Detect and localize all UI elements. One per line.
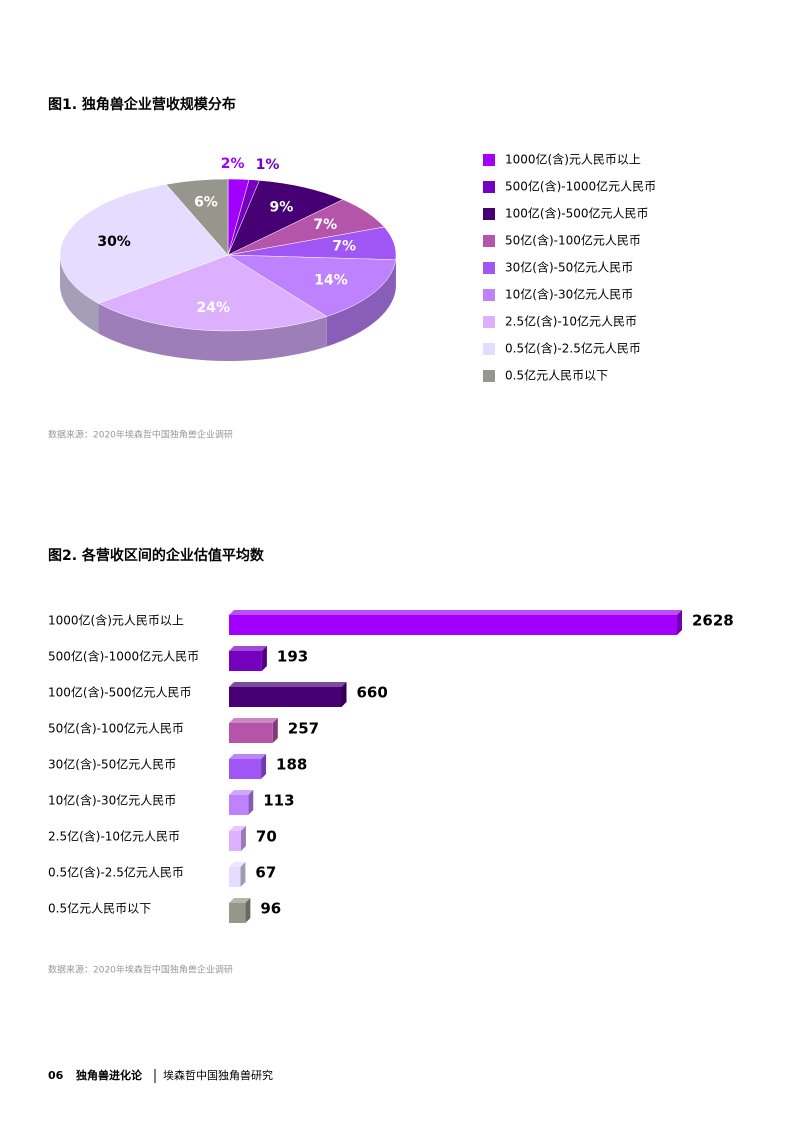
category-label: 1000亿(含)元人民币以上: [48, 613, 184, 628]
legend-label: 100亿(含)-500亿元人民币: [505, 206, 649, 221]
legend-swatch: [483, 370, 495, 382]
bar-top: [229, 754, 267, 759]
legend-swatch: [483, 316, 495, 328]
bar-side: [677, 610, 682, 635]
pie-side: [326, 259, 396, 347]
bar-top: [229, 790, 254, 795]
category-label: 100亿(含)-500亿元人民币: [48, 685, 192, 700]
bar: [229, 903, 246, 923]
bar-top: [229, 682, 347, 687]
bar: [229, 831, 241, 851]
bar-side: [272, 718, 278, 743]
value-label: 193: [277, 648, 308, 666]
bar: [229, 867, 241, 887]
bar: [229, 759, 262, 779]
category-label: 10亿(含)-30亿元人民币: [48, 793, 176, 808]
pie-label: 7%: [313, 217, 337, 233]
bar-side: [261, 754, 267, 779]
bar-top: [229, 862, 246, 867]
bar-side: [248, 790, 254, 815]
pie-label: 30%: [97, 234, 131, 250]
value-label: 660: [357, 684, 388, 702]
legend-label: 0.5亿元人民币以下: [505, 368, 608, 383]
legend-swatch: [483, 235, 495, 247]
pie-side: [98, 303, 327, 362]
legend-label: 1000亿(含)元人民币以上: [505, 152, 641, 167]
source: 数据来源：2020年埃森哲中国独角兽企业调研: [48, 429, 233, 441]
category-label: 500亿(含)-1000亿元人民币: [48, 649, 199, 664]
bar-side: [240, 826, 246, 851]
bar-side: [245, 898, 251, 923]
legend-swatch: [483, 181, 495, 193]
legend-swatch: [483, 154, 495, 166]
value-label: 70: [256, 828, 277, 846]
category-label: 2.5亿(含)-10亿元人民币: [48, 829, 180, 844]
legend-label: 50亿(含)-100亿元人民币: [505, 233, 641, 248]
pie-slice: [227, 254, 396, 317]
value-label: 113: [263, 792, 294, 810]
pie-label: 1%: [256, 157, 280, 173]
bar-top: [229, 646, 267, 651]
legend-label: 2.5亿(含)-10亿元人民币: [505, 314, 637, 329]
bar: [229, 723, 273, 743]
pie-label: 24%: [197, 300, 231, 316]
bar-side: [261, 646, 267, 671]
legend-label: 30亿(含)-50亿元人民币: [505, 260, 633, 275]
value-label: 188: [276, 756, 307, 774]
bar: [229, 795, 249, 815]
section: 独角兽进化论: [75, 1068, 143, 1082]
bar-top: [229, 718, 278, 723]
publication: 埃森哲中国独角兽研究: [163, 1068, 273, 1082]
pie-label: 14%: [314, 273, 348, 289]
pie-slice: [59, 184, 229, 304]
bar-side: [240, 862, 246, 887]
bar-side: [341, 682, 347, 707]
chart-title: 图1. 独角兽企业营收规模分布: [48, 96, 236, 113]
bar-top: [229, 898, 251, 903]
legend-swatch: [483, 343, 495, 355]
pie-label: 2%: [221, 156, 245, 172]
bar-top: [229, 610, 682, 615]
pie-label: 7%: [332, 239, 356, 255]
value-label: 96: [260, 900, 281, 918]
page-number: 06: [48, 1069, 64, 1082]
pie-slice: [227, 180, 344, 256]
pie-label: 6%: [194, 195, 218, 211]
category-label: 30亿(含)-50亿元人民币: [48, 757, 176, 772]
legend-swatch: [483, 289, 495, 301]
pie-slice: [97, 254, 328, 332]
value-label: 257: [288, 720, 319, 738]
pie-slice: [165, 178, 229, 256]
legend-label: 500亿(含)-1000亿元人民币: [505, 179, 656, 194]
value-label: 2628: [692, 612, 734, 630]
bar: [229, 687, 342, 707]
bar: [229, 651, 262, 671]
category-label: 0.5亿元人民币以下: [48, 901, 151, 916]
pie-label: 9%: [269, 200, 293, 216]
legend-swatch: [483, 262, 495, 274]
bar: [229, 615, 677, 635]
legend-label: 0.5亿(含)-2.5亿元人民币: [505, 341, 641, 356]
category-label: 0.5亿(含)-2.5亿元人民币: [48, 865, 184, 880]
chart-title: 图2. 各营收区间的企业估值平均数: [48, 547, 265, 564]
bar-top: [229, 826, 246, 831]
legend-swatch: [483, 208, 495, 220]
source: 数据来源：2020年埃森哲中国独角兽企业调研: [48, 964, 233, 976]
pie-side: [59, 255, 99, 334]
value-label: 67: [255, 864, 276, 882]
category-label: 50亿(含)-100亿元人民币: [48, 721, 184, 736]
legend-label: 10亿(含)-30亿元人民币: [505, 287, 633, 302]
